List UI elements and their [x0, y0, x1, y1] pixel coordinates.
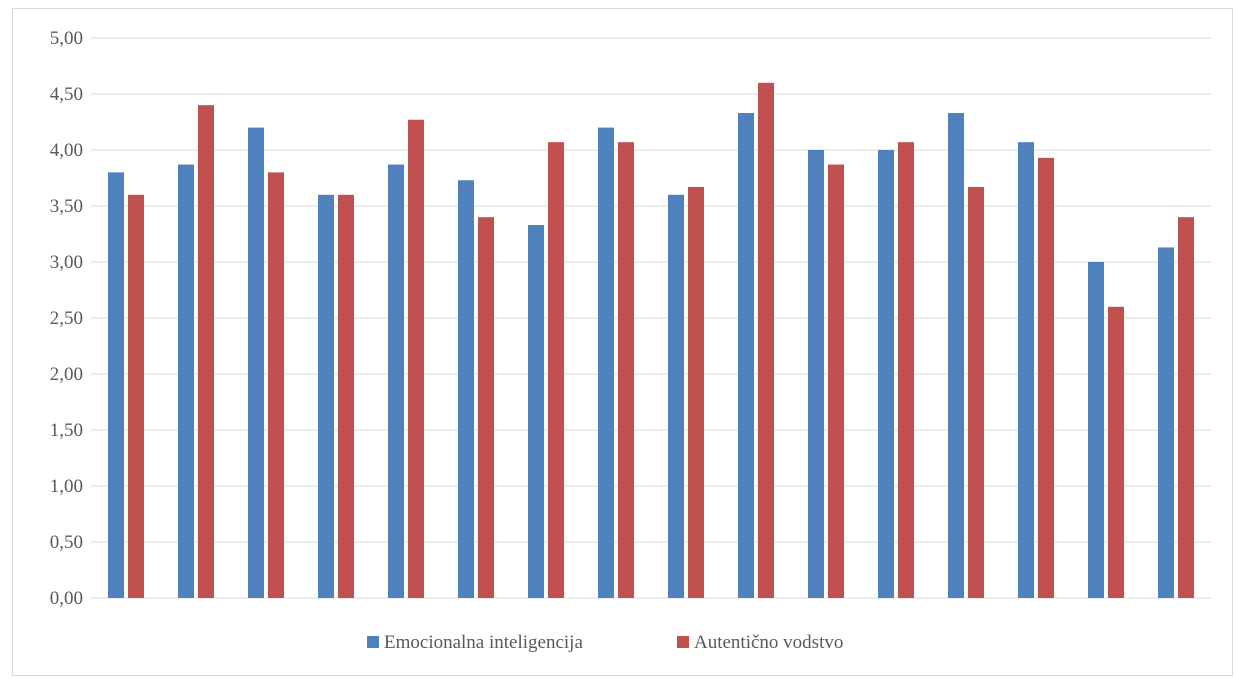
- bar-chart: 0,00 0,50 1,00 1,50 2,00 2,50 3,00 3,50 4,00 4,50…: [50, 28, 1211, 653]
- y-tick-label: 4,00: [50, 140, 83, 161]
- y-tick-label: 1,00: [50, 476, 83, 497]
- legend-swatch: [677, 636, 689, 648]
- bar-series-1: [318, 194, 334, 599]
- legend: Emocionalna inteligencija Autentično vods…: [367, 632, 843, 653]
- y-tick-label: 4,50: [50, 84, 83, 105]
- bar-series-2: [268, 172, 284, 598]
- bar-series-1: [738, 113, 754, 598]
- bar-series-2: [338, 194, 354, 599]
- bar-series-1: [458, 180, 474, 599]
- bar-series-1: [108, 172, 124, 598]
- bar-series-1: [598, 127, 614, 598]
- bar-series-2: [968, 186, 984, 598]
- y-tick-label: 0,00: [50, 588, 83, 609]
- bar-series-1: [948, 113, 964, 598]
- bar-series-2: [548, 142, 564, 598]
- bar-series-2: [198, 105, 214, 598]
- bar-series-1: [878, 150, 894, 598]
- bar-series-2: [408, 119, 424, 598]
- bar-series-1: [248, 127, 264, 598]
- bar-series-1: [528, 225, 544, 599]
- bar-series-2: [478, 217, 494, 598]
- bar-series-2: [1108, 306, 1124, 598]
- bar-series-1: [388, 164, 404, 598]
- bar-series-2: [128, 194, 144, 599]
- y-tick-label: 3,00: [50, 252, 83, 273]
- chart-frame: 0,00 0,50 1,00 1,50 2,00 2,50 3,00 3,50 4,00 4,50…: [12, 8, 1233, 676]
- bar-series-2: [688, 186, 704, 598]
- bar-series-2: [618, 142, 634, 598]
- legend-swatch: [367, 636, 379, 648]
- bar-series-1: [1088, 262, 1104, 598]
- bar-series-2: [898, 142, 914, 598]
- y-tick-label: 2,00: [50, 364, 83, 385]
- legend-entry: Autentično vodstvo: [677, 632, 843, 653]
- y-tick-label: 5,00: [50, 28, 83, 49]
- bar-series-2: [1038, 157, 1054, 598]
- y-tick-label: 0,50: [50, 532, 83, 553]
- bar-series-1: [178, 164, 194, 598]
- y-tick-label: 1,50: [50, 420, 83, 441]
- bar-series-2: [1178, 217, 1194, 598]
- y-axis-tick-labels: 0,00 0,50 1,00 1,50 2,00 2,50 3,00 3,50 4,00 4,50…: [50, 28, 83, 609]
- bar-series-1: [668, 194, 684, 599]
- bar-series-1: [1158, 247, 1174, 598]
- legend-entry: Emocionalna inteligencija: [367, 632, 583, 653]
- bar-series-2: [828, 164, 844, 598]
- bar-series-1: [808, 150, 824, 598]
- y-tick-label: 3,50: [50, 196, 83, 217]
- legend-label: Emocionalna inteligencija: [384, 632, 583, 653]
- bars: [108, 82, 1194, 599]
- legend-label: Autentično vodstvo: [694, 632, 843, 653]
- y-tick-label: 2,50: [50, 308, 83, 329]
- bar-series-1: [1018, 142, 1034, 598]
- bar-series-2: [758, 82, 774, 599]
